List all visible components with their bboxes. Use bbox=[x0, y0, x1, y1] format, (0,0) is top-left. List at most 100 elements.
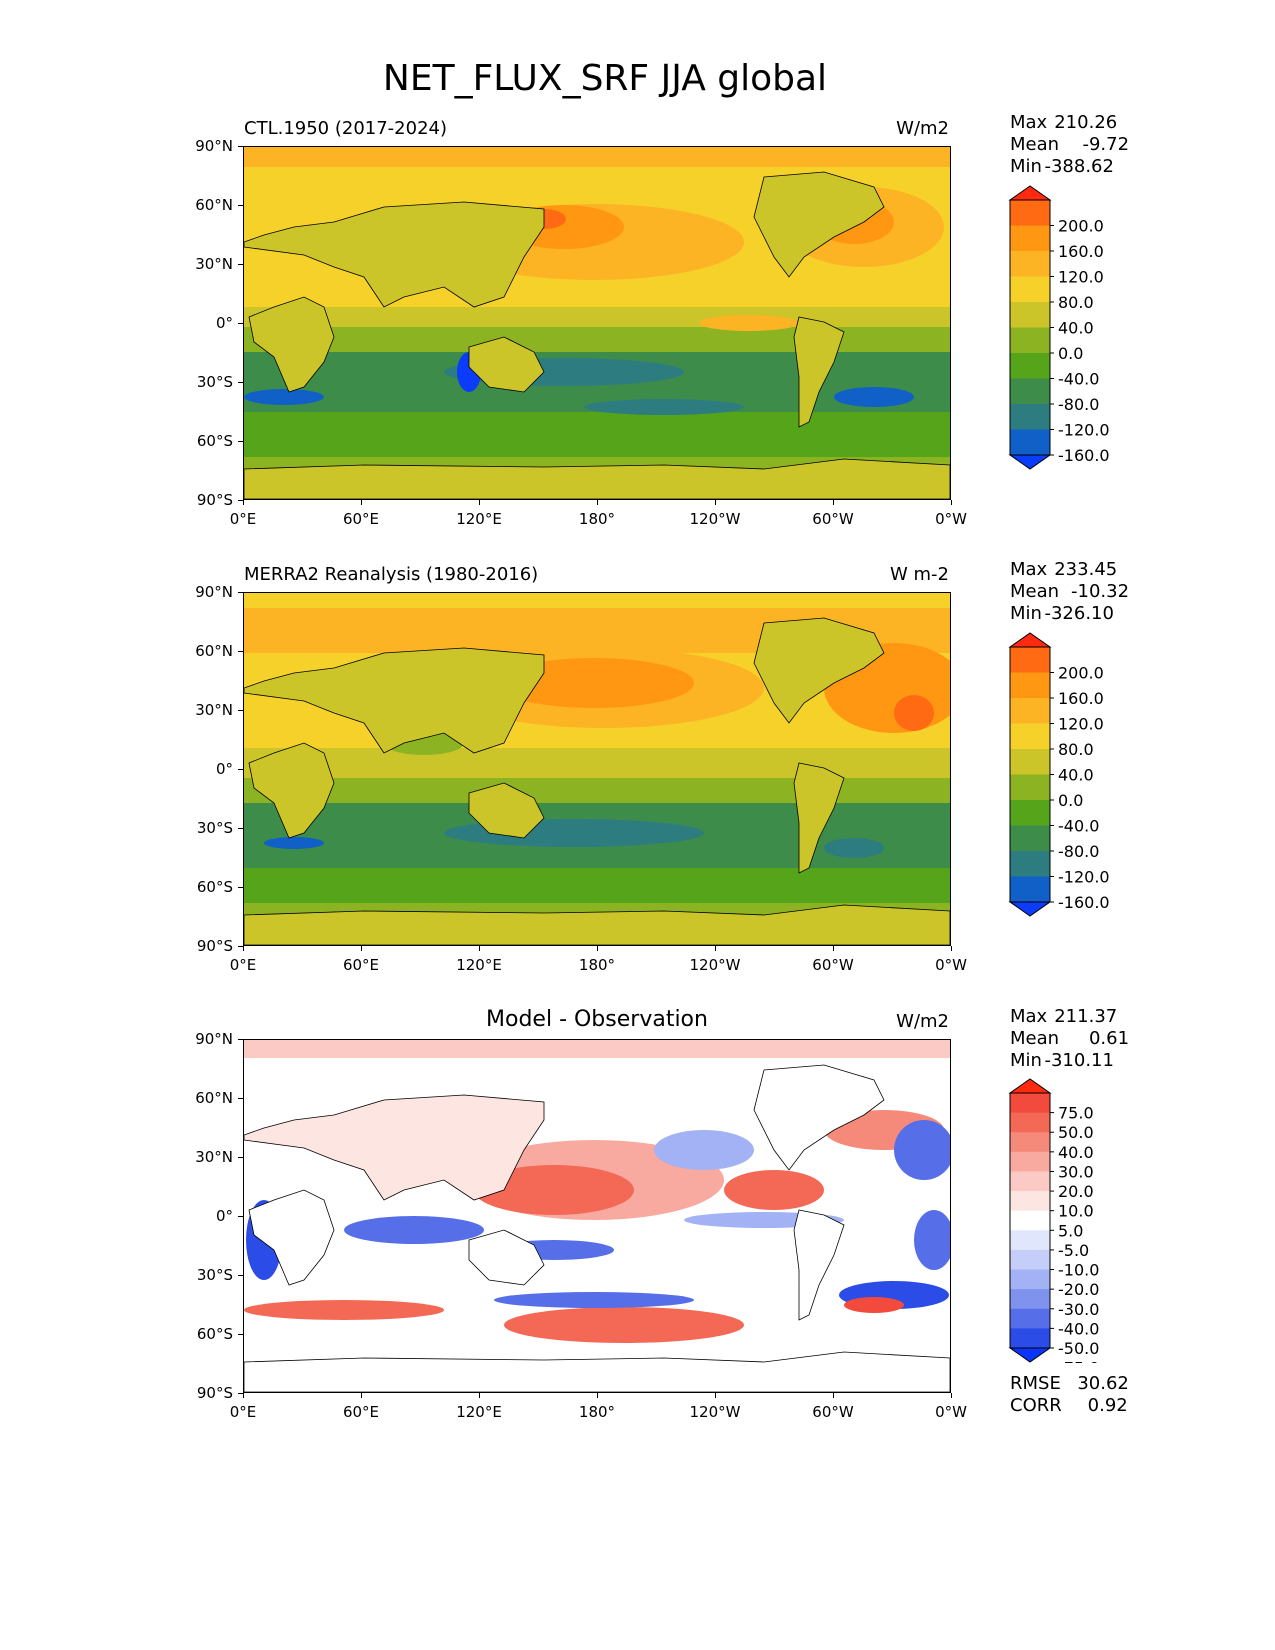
lat-tick-label: 30°S bbox=[196, 819, 233, 837]
colorbar-level-label: -20.0 bbox=[1058, 1280, 1099, 1299]
colorbar-segment bbox=[1010, 1093, 1050, 1114]
colorbar-segment bbox=[1010, 1308, 1050, 1329]
rmse-value: 30.62 bbox=[1077, 1373, 1129, 1394]
colorbar-level-label: -160.0 bbox=[1058, 446, 1110, 465]
colorbar-segment bbox=[1010, 1191, 1050, 1212]
lon-tick-label: 0°E bbox=[229, 956, 257, 974]
lon-tick-label: 0°E bbox=[229, 510, 257, 528]
stat-mean-value: 0.61 bbox=[1088, 1028, 1130, 1049]
lon-tick-label: 60°W bbox=[812, 1403, 854, 1421]
lat-tick-label: 30°N bbox=[195, 701, 233, 719]
panel-center-title: Model - Observation bbox=[486, 1007, 708, 1032]
colorbar-segment bbox=[1010, 851, 1050, 877]
colorbar-segment bbox=[1010, 378, 1050, 405]
lat-tick-mark bbox=[238, 1216, 243, 1217]
stat-mean-label: Mean bbox=[1010, 1028, 1060, 1049]
lat-tick-label: 60°N bbox=[195, 642, 233, 660]
colorbar-level-label: -160.0 bbox=[1058, 893, 1110, 912]
lat-tick-label: 90°N bbox=[195, 1030, 233, 1048]
stat-max-value: 233.45 bbox=[1054, 559, 1118, 580]
lon-tick-mark bbox=[833, 1393, 834, 1398]
colorbar-segment bbox=[1010, 1171, 1050, 1192]
lat-tick-mark bbox=[238, 500, 243, 501]
colorbar-segment bbox=[1010, 1210, 1050, 1231]
colorbar-segment bbox=[1010, 1269, 1050, 1290]
lat-tick-label: 90°S bbox=[196, 937, 233, 955]
lon-tick-label: 60°W bbox=[812, 510, 854, 528]
lat-tick-mark bbox=[238, 205, 243, 206]
lat-tick-mark bbox=[238, 1039, 243, 1040]
colorbar-level-label: 160.0 bbox=[1058, 242, 1104, 261]
lat-tick-label: 60°S bbox=[196, 432, 233, 450]
lat-tick-label: 0° bbox=[215, 1207, 233, 1225]
colorbar-level-label: -40.0 bbox=[1058, 817, 1099, 836]
lon-tick-label: 120°W bbox=[689, 510, 741, 528]
stat-mean-label: Mean bbox=[1010, 581, 1060, 602]
figure-title: NET_FLUX_SRF JJA global bbox=[382, 58, 828, 99]
colorbar-level-label: -30.0 bbox=[1058, 1300, 1099, 1319]
colorbar-segment bbox=[1010, 774, 1050, 801]
colorbar-level-label: -120.0 bbox=[1058, 868, 1110, 887]
colorbar-level-label: 10.0 bbox=[1058, 1202, 1094, 1221]
lon-tick-mark bbox=[833, 946, 834, 951]
lon-tick-label: 120°W bbox=[689, 956, 741, 974]
stat-max-value: 211.37 bbox=[1054, 1006, 1118, 1027]
colorbar-segment bbox=[1010, 1249, 1050, 1271]
colorbar-segment bbox=[1010, 1230, 1050, 1251]
lat-tick-label: 0° bbox=[215, 314, 233, 332]
lon-tick-mark bbox=[479, 1393, 480, 1398]
colorbar-level-label: 40.0 bbox=[1058, 319, 1094, 338]
colorbar-level-label: 5.0 bbox=[1058, 1221, 1083, 1240]
lon-tick-mark bbox=[715, 1393, 716, 1398]
colorbar-frame bbox=[1009, 1092, 1051, 1349]
lon-tick-label: 60°E bbox=[342, 956, 380, 974]
stat-mean-value: -9.72 bbox=[1082, 134, 1130, 155]
lat-tick-label: 30°S bbox=[196, 1266, 233, 1284]
colorbar-level-label: -40.0 bbox=[1058, 370, 1099, 389]
lat-tick-mark bbox=[238, 1334, 243, 1335]
lon-tick-mark bbox=[597, 500, 598, 505]
colorbar-level-label: 30.0 bbox=[1058, 1162, 1094, 1181]
stats-model: Max 210.26 Mean -9.72 Min -388.62 bbox=[1010, 112, 1129, 178]
stat-min-value: -310.11 bbox=[1044, 1050, 1114, 1071]
colorbar-segment bbox=[1010, 1289, 1050, 1310]
colorbar-level-label: -10.0 bbox=[1058, 1261, 1099, 1280]
lat-tick-mark bbox=[238, 1393, 243, 1394]
colorbar-segment bbox=[1010, 723, 1050, 750]
colorbar-extend-max bbox=[1008, 632, 1052, 648]
colorbar-level-label: 120.0 bbox=[1058, 268, 1104, 287]
stat-min-label: Min bbox=[1010, 603, 1042, 624]
lat-tick-mark bbox=[238, 710, 243, 711]
colorbar-model: 200.0 160.0 120.0 80.0 40.0 0.0 -40.0 -80.0 -120… bbox=[1008, 185, 1138, 470]
lon-tick-mark bbox=[715, 946, 716, 951]
colorbar-level-label: 50.0 bbox=[1058, 1123, 1094, 1142]
stat-max-value: 210.26 bbox=[1054, 112, 1118, 133]
colorbar-segment bbox=[1010, 1328, 1050, 1349]
colorbar-segment bbox=[1010, 302, 1050, 328]
panel-units: W m-2 bbox=[889, 564, 949, 585]
lat-tick-mark bbox=[238, 828, 243, 829]
lon-tick-mark bbox=[951, 1393, 952, 1398]
lon-tick-label: 0°W bbox=[935, 510, 967, 528]
map-model bbox=[243, 146, 951, 500]
panel-left-title: CTL.1950 (2017-2024) bbox=[244, 118, 448, 139]
stat-max-label: Max bbox=[1010, 112, 1048, 133]
map-diff bbox=[243, 1039, 951, 1393]
colorbar-level-label: 0.0 bbox=[1058, 791, 1083, 810]
colorbar-diff: 75.0 50.0 40.0 30.0 20.0 10.0 5.0 -5.0 -10.0 -20.… bbox=[1008, 1078, 1138, 1363]
lat-tick-mark bbox=[238, 651, 243, 652]
colorbar-segment bbox=[1010, 200, 1050, 226]
lat-tick-mark bbox=[238, 1098, 243, 1099]
colorbar-segment bbox=[1010, 825, 1050, 852]
colorbar-segment bbox=[1010, 276, 1050, 303]
stat-min-value: -388.62 bbox=[1044, 156, 1114, 177]
colorbar-segment bbox=[1010, 647, 1050, 673]
stat-min-label: Min bbox=[1010, 1050, 1042, 1071]
lon-tick-label: 180° bbox=[578, 510, 616, 528]
rmse-corr: RMSE 30.62 CORR 0.92 bbox=[1010, 1373, 1129, 1417]
colorbar-level-label: 40.0 bbox=[1058, 1143, 1094, 1162]
colorbar-extend-max bbox=[1008, 185, 1052, 201]
stat-min-label: Min bbox=[1010, 156, 1042, 177]
colorbar-level-label: -75.0 bbox=[1058, 1359, 1099, 1363]
lat-tick-mark bbox=[238, 146, 243, 147]
